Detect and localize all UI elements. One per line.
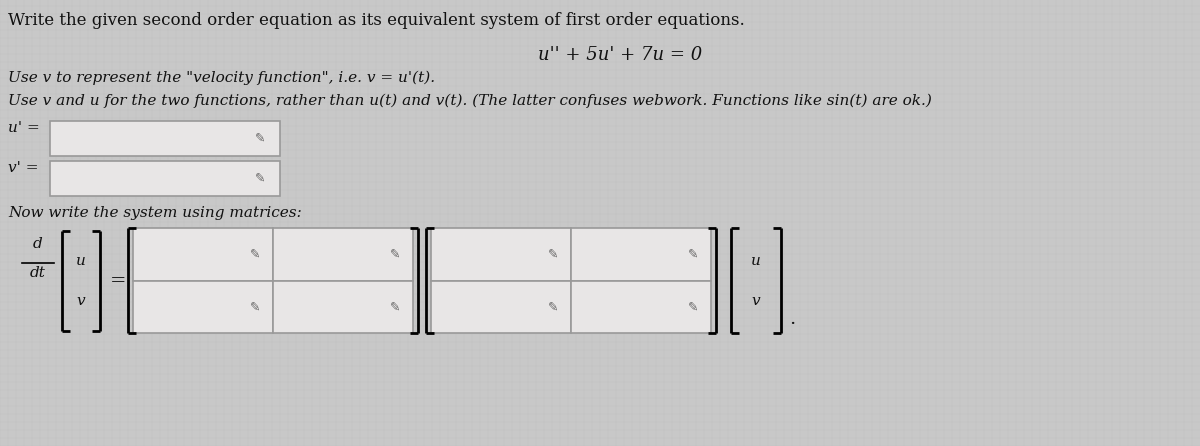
Text: ✎: ✎ — [250, 248, 260, 261]
Text: u' =: u' = — [8, 121, 40, 135]
Text: .: . — [790, 310, 796, 328]
Text: ✎: ✎ — [250, 300, 260, 313]
Text: ✎: ✎ — [688, 248, 698, 261]
FancyBboxPatch shape — [274, 228, 413, 281]
Text: Now write the system using matrices:: Now write the system using matrices: — [8, 206, 301, 220]
Text: Write the given second order equation as its equivalent system of first order eq: Write the given second order equation as… — [8, 12, 745, 29]
Text: v: v — [77, 294, 85, 308]
Text: v: v — [751, 294, 761, 308]
FancyBboxPatch shape — [133, 228, 274, 281]
Text: ✎: ✎ — [254, 172, 265, 185]
Text: ✎: ✎ — [547, 248, 558, 261]
Text: ✎: ✎ — [547, 300, 558, 313]
FancyBboxPatch shape — [431, 281, 571, 333]
FancyBboxPatch shape — [571, 281, 710, 333]
Text: ✎: ✎ — [254, 132, 265, 145]
Text: dt: dt — [30, 266, 46, 280]
Text: u: u — [751, 254, 761, 268]
Text: d: d — [34, 237, 43, 251]
FancyBboxPatch shape — [50, 161, 280, 196]
FancyBboxPatch shape — [50, 121, 280, 156]
Text: ✎: ✎ — [390, 300, 401, 313]
Text: =: = — [109, 272, 126, 290]
Text: ✎: ✎ — [688, 300, 698, 313]
Text: Use v to represent the "velocity function", i.e. v = u'(t).: Use v to represent the "velocity functio… — [8, 71, 436, 85]
Text: u'' + 5u' + 7u = 0: u'' + 5u' + 7u = 0 — [538, 46, 702, 64]
Text: v' =: v' = — [8, 161, 38, 175]
Text: u: u — [76, 254, 86, 268]
FancyBboxPatch shape — [274, 281, 413, 333]
Text: Use v and u for the two functions, rather than u(t) and v(t). (The latter confus: Use v and u for the two functions, rathe… — [8, 94, 932, 108]
FancyBboxPatch shape — [431, 228, 571, 281]
Text: ✎: ✎ — [390, 248, 401, 261]
FancyBboxPatch shape — [571, 228, 710, 281]
FancyBboxPatch shape — [133, 281, 274, 333]
